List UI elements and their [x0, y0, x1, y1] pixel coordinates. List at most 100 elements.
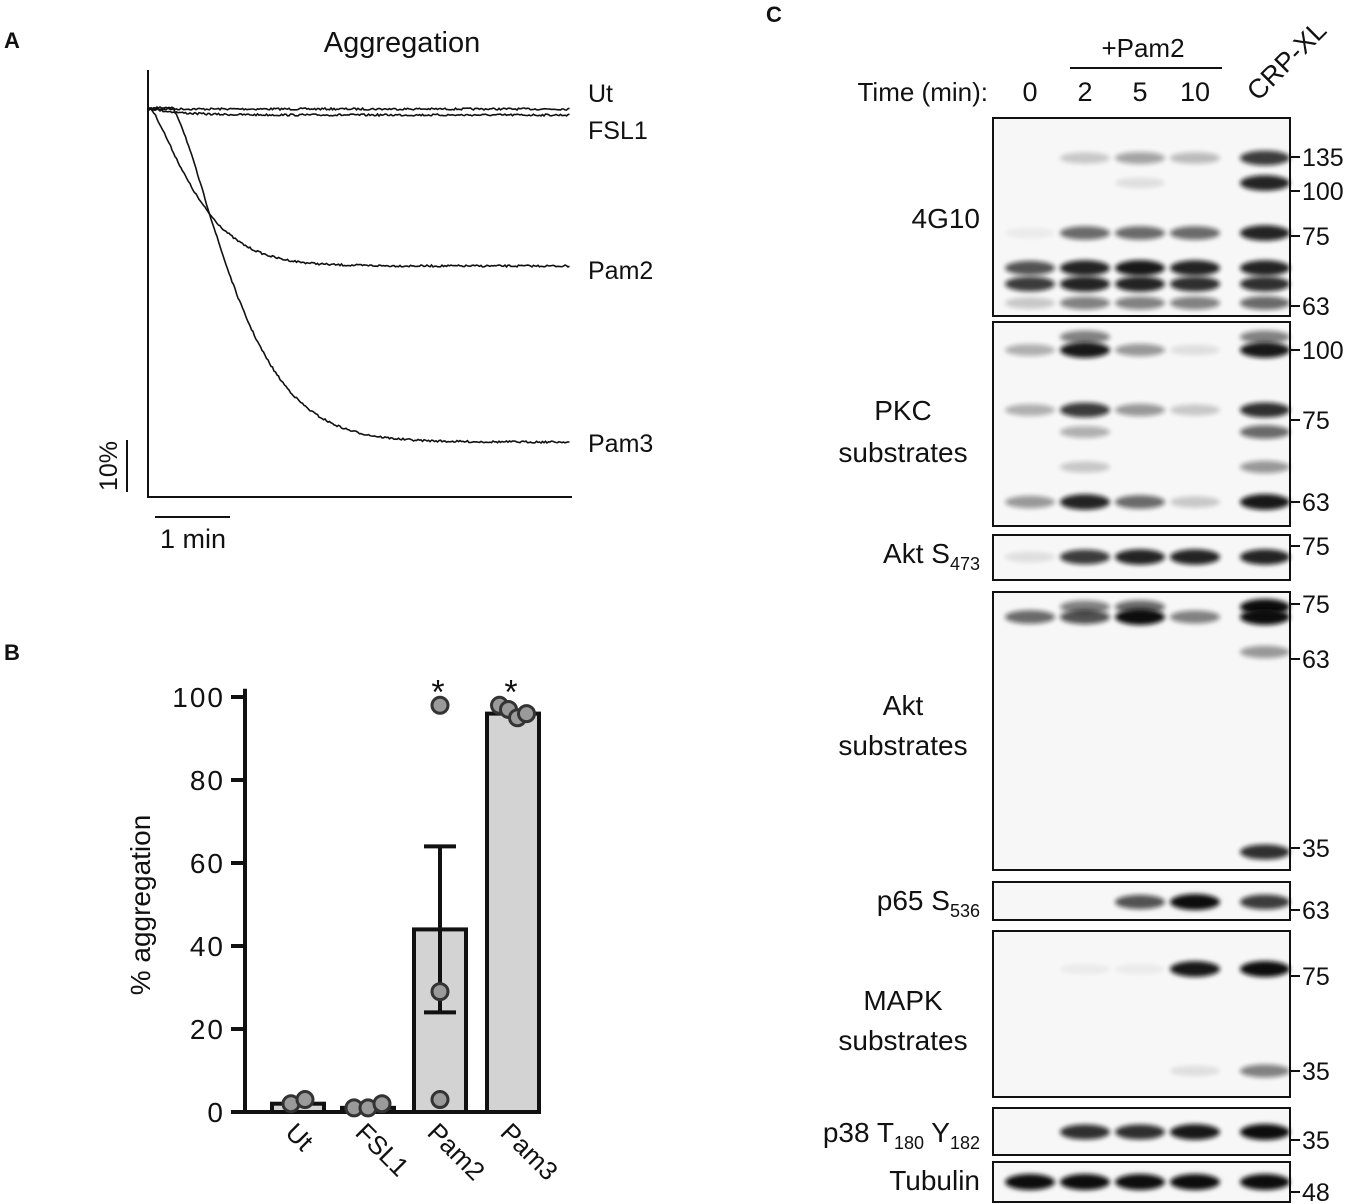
- band: [1240, 150, 1290, 166]
- x-tick-label: Pam3: [495, 1117, 564, 1186]
- blot-panel: 75 Akt S473: [883, 533, 1330, 581]
- x-tick-label: FSL1: [350, 1117, 415, 1182]
- marker-label: 63: [1302, 646, 1330, 674]
- significance: *: [431, 673, 444, 711]
- marker-label: 75: [1302, 591, 1330, 619]
- band: [1115, 177, 1165, 189]
- band: [1115, 1124, 1165, 1140]
- marker-label: 75: [1302, 963, 1330, 991]
- blot-panel: 35 p38 T180 Y182: [823, 1107, 1330, 1156]
- band: [1170, 610, 1220, 624]
- band: [1060, 1124, 1110, 1140]
- band: [1115, 296, 1165, 310]
- marker-label: 63: [1302, 293, 1330, 321]
- scale-label: 10%: [95, 441, 123, 491]
- band: [1240, 1174, 1290, 1190]
- band: [1060, 549, 1110, 565]
- band: [1170, 961, 1220, 977]
- label-subscript: 182: [950, 1133, 980, 1153]
- lane-label: CRP-XL: [1241, 15, 1332, 106]
- band: [1005, 1174, 1055, 1190]
- band: [1240, 609, 1290, 625]
- scale-label: 1 min: [160, 524, 226, 554]
- label-text: substrates: [838, 437, 967, 468]
- band: [1115, 343, 1165, 357]
- band: [1170, 226, 1220, 240]
- blot-panel: 63 p65 S536: [877, 881, 1330, 925]
- y-tick-label: 0: [207, 1097, 225, 1128]
- band: [1115, 151, 1165, 165]
- band: [1005, 344, 1055, 356]
- label-subscript: 473: [950, 554, 980, 574]
- band: [1060, 461, 1110, 473]
- band: [1005, 260, 1055, 276]
- panel-c: Time (min): +Pam2 0 2 5 10 CRP-XL 135 100 75 63 4…: [823, 15, 1344, 1204]
- band: [1240, 645, 1290, 659]
- significance: *: [504, 673, 517, 711]
- trace-ut: [147, 106, 570, 112]
- band: [1060, 330, 1110, 344]
- trace-pam3: [147, 106, 570, 445]
- band: [1115, 276, 1165, 292]
- label-text: p65 S: [877, 885, 950, 916]
- band: [1115, 495, 1165, 509]
- marker-label: 75: [1302, 533, 1330, 561]
- label-subscript: 180: [894, 1133, 924, 1153]
- y-tick-label: 40: [190, 931, 225, 962]
- blot-frame: [992, 591, 1291, 871]
- band: [1240, 175, 1290, 191]
- blot-panel: 75 63 35 Akt substrates: [838, 591, 1330, 871]
- label-text: substrates: [838, 730, 967, 761]
- band: [1060, 296, 1110, 310]
- band: [1060, 152, 1110, 164]
- panel-b: % aggregation 0 20 40 60 80 100 Ut FSL1 * Pam2 * Pa…: [125, 673, 564, 1186]
- band: [1005, 551, 1055, 563]
- band: [1240, 549, 1290, 565]
- band: [1115, 260, 1165, 276]
- data-point: [295, 1090, 315, 1110]
- marker-label: 48: [1302, 1179, 1330, 1204]
- lane-label: 10: [1180, 77, 1210, 107]
- band: [1170, 260, 1220, 276]
- label-text: substrates: [838, 1025, 967, 1056]
- band: [1240, 894, 1290, 910]
- band: [1170, 296, 1220, 310]
- trace-fsl1: [147, 107, 570, 118]
- marker-label: 35: [1302, 835, 1330, 863]
- blot-label: substrates: [838, 730, 967, 761]
- band: [1240, 260, 1290, 276]
- band: [1115, 403, 1165, 417]
- band: [1170, 496, 1220, 508]
- data-point: [430, 982, 450, 1002]
- blot-label: Akt S473: [883, 538, 980, 574]
- band: [1170, 549, 1220, 565]
- band: [1170, 1065, 1220, 1077]
- panel-label: C: [766, 2, 782, 27]
- band: [1115, 963, 1165, 975]
- band: [1060, 402, 1110, 418]
- marker-label: 63: [1302, 489, 1330, 517]
- band: [1240, 402, 1290, 418]
- time-label: Time (min):: [858, 77, 988, 107]
- y-tick-label: 100: [172, 682, 225, 713]
- band: [1115, 226, 1165, 240]
- marker-label: 35: [1302, 1058, 1330, 1086]
- band: [1240, 1124, 1290, 1140]
- label-text: 4G10: [912, 203, 981, 234]
- band: [1060, 276, 1110, 292]
- label-text: Y: [924, 1117, 950, 1148]
- band: [1240, 961, 1290, 977]
- marker-label: 100: [1302, 337, 1344, 365]
- trace-label: Pam3: [588, 430, 653, 458]
- bar: [485, 711, 541, 1114]
- marker-label: 63: [1302, 897, 1330, 925]
- band: [1005, 297, 1055, 309]
- band: [1170, 152, 1220, 164]
- band: [1240, 276, 1290, 292]
- blot-label: p65 S536: [877, 885, 980, 921]
- band: [1060, 600, 1110, 614]
- band: [1240, 296, 1290, 310]
- label-text: Tubulin: [889, 1165, 980, 1196]
- data-point: [430, 1090, 450, 1110]
